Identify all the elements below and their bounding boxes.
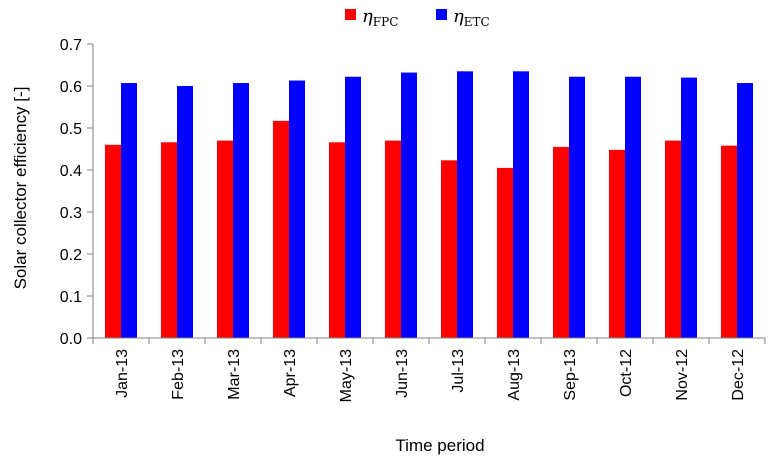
y-tick-label: 0.4	[60, 163, 82, 180]
x-axis: Jan-13 Feb-13 Mar-13 Apr-13 May-13 Jun-13 Jul-…	[92, 337, 766, 402]
bar-fpc-oct-12	[609, 149, 625, 338]
bar-etc-dec-12	[737, 83, 753, 338]
x-tick-label: Apr-13	[282, 349, 299, 397]
bar-etc-sep-13	[569, 76, 585, 338]
bar-etc-mar-13	[233, 83, 249, 338]
legend-swatch-fpc	[345, 9, 356, 20]
x-tick-label: Feb-13	[170, 349, 187, 400]
bar-etc-feb-13	[177, 86, 193, 338]
legend-label-etc: ηETC	[453, 6, 490, 29]
bar-etc-jul-13	[457, 71, 473, 339]
y-tick-label: 0.3	[60, 205, 82, 222]
y-tick-label: 0.0	[60, 331, 82, 348]
bar-etc-oct-12	[625, 76, 641, 338]
bar-etc-jun-13	[401, 72, 417, 338]
bar-fpc-may-13	[329, 142, 345, 338]
y-axis: 0.0 0.1 0.2 0.3 0.4 0.5 0.6 0.7	[60, 37, 94, 348]
bar-etc-aug-13	[513, 71, 529, 339]
bar-fpc-aug-13	[497, 167, 513, 338]
x-tick-label: Nov-12	[674, 349, 691, 401]
bar-fpc-sep-13	[553, 146, 569, 338]
bar-etc-may-13	[345, 76, 361, 338]
legend-swatch-etc	[436, 9, 447, 20]
x-tick-label: Jul-13	[450, 349, 467, 393]
y-tick-label: 0.2	[60, 247, 82, 264]
x-tick-label: Aug-13	[506, 349, 523, 401]
x-tick-label: May-13	[338, 349, 355, 402]
bar-etc-nov-12	[681, 77, 697, 338]
x-tick-label: Oct-12	[618, 349, 635, 397]
y-tick-label: 0.6	[60, 79, 82, 96]
x-tick-label: Mar-13	[226, 349, 243, 400]
bar-fpc-feb-13	[161, 142, 177, 338]
y-tick-label: 0.5	[60, 121, 82, 138]
bar-fpc-mar-13	[217, 140, 233, 338]
bar-fpc-apr-13	[273, 120, 289, 338]
x-axis-title: Time period	[395, 436, 484, 455]
legend-label-fpc: ηFPC	[362, 6, 398, 29]
legend: ηFPC ηETC	[345, 6, 490, 29]
bar-fpc-jun-13	[385, 140, 401, 338]
x-tick-label: Dec-12	[730, 349, 747, 401]
y-tick-label: 0.1	[60, 289, 82, 306]
x-tick-label: Jan-13	[114, 349, 131, 398]
bar-fpc-dec-12	[721, 145, 737, 338]
x-tick-label: Jun-13	[394, 349, 411, 398]
bars	[105, 71, 753, 339]
bar-fpc-jan-13	[105, 144, 121, 338]
bar-etc-apr-13	[289, 80, 305, 338]
x-tick-label: Sep-13	[562, 349, 579, 401]
bar-etc-jan-13	[121, 83, 137, 338]
y-tick-label: 0.7	[60, 37, 82, 54]
bar-fpc-nov-12	[665, 140, 681, 338]
y-axis-title: Solar collector efficiency [-]	[11, 87, 30, 290]
bar-fpc-jul-13	[441, 160, 457, 338]
